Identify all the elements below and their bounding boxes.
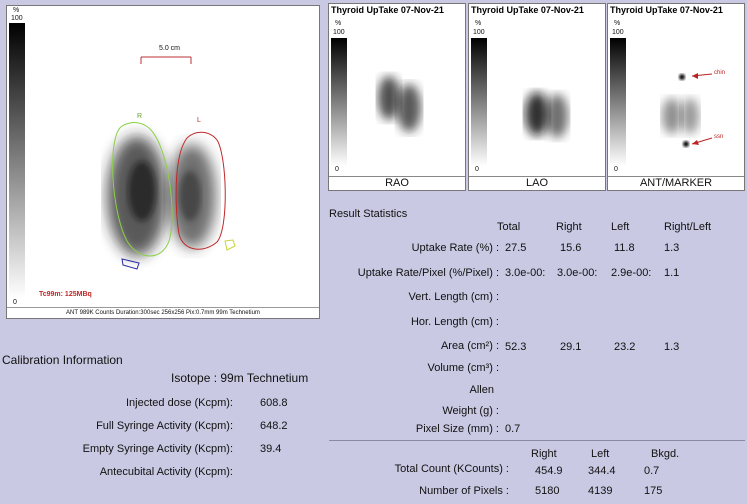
view-label: LAO	[469, 176, 605, 190]
uptake-pixel-left: 2.9e-00:	[611, 267, 652, 279]
row-label-hor-length: Hor. Length (cm) :	[410, 316, 499, 328]
row-label-total-count: Total Count (KCounts) :	[394, 463, 509, 475]
left-marker-label: L	[197, 117, 201, 124]
scale-unit-label: %	[335, 20, 342, 27]
row-label-uptake-per-pixel: Uptake Rate/Pixel (%/Pixel) :	[357, 267, 499, 279]
col-header-ratio: Right/Left	[664, 221, 712, 233]
chin-marker-label: chin	[714, 70, 726, 76]
result-statistics-heading: Result Statistics	[329, 208, 408, 220]
scale-unit-label: %	[475, 20, 482, 27]
total-count-left: 344.4	[588, 465, 616, 477]
pixels-left: 4139	[588, 485, 613, 497]
view-panel-ant-marker[interactable]: Thyroid UpTake 07-Nov-21 % 100 0 chin ss…	[607, 3, 745, 191]
scale-max-label: 100	[612, 29, 624, 36]
uptake-ratio: 1.3	[664, 242, 680, 254]
total-count-right: 454.9	[535, 465, 563, 477]
intensity-scale-bar	[9, 23, 25, 298]
cal-label-antecubital: Antecubital Activity (Kcpm):	[99, 466, 233, 478]
row-label-area: Area (cm²) :	[440, 340, 499, 352]
scale-max-label: 100	[11, 15, 23, 22]
view-panel-lao[interactable]: Thyroid UpTake 07-Nov-21 % 100 0 LAO	[468, 3, 606, 191]
scale-unit-label: %	[614, 20, 621, 27]
right-lobe-roi	[112, 122, 173, 257]
row-label-number-of-pixels: Number of Pixels :	[419, 485, 509, 497]
uptake-total: 27.5	[505, 242, 527, 254]
pixels-bkgd: 175	[644, 485, 663, 497]
view-title: Thyroid UpTake 07-Nov-21	[331, 5, 444, 15]
intensity-scale-bar	[610, 38, 626, 166]
thyroid-scan-image	[107, 56, 236, 270]
view-title: Thyroid UpTake 07-Nov-21	[471, 5, 584, 15]
row-label-uptake-rate: Uptake Rate (%) :	[411, 242, 499, 254]
scale-max-label: 100	[333, 29, 345, 36]
total-count-bkgd: 0.7	[644, 465, 660, 477]
col-header-right: Right	[556, 221, 582, 233]
isotope-dose-label: Tc99m: 125MBq	[39, 291, 92, 298]
view-panel-rao[interactable]: Thyroid UpTake 07-Nov-21 % 100 0 RAO	[328, 3, 466, 191]
background-roi-small	[224, 239, 236, 251]
area-ratio: 1.3	[664, 341, 680, 353]
scale-min-label: 0	[13, 299, 17, 306]
cal-value-injected-dose: 608.8	[260, 397, 288, 409]
main-scan-panel[interactable]: % 100 0 5.0 cm R L Tc99m: 125MBq ANT 989…	[6, 5, 320, 319]
ruler-label: 5.0 cm	[159, 45, 181, 52]
row-label-volume: Volume (cm³) :	[427, 362, 499, 374]
uptake-right: 15.6	[560, 242, 582, 254]
pixel-size-value: 0.7	[505, 423, 521, 435]
cal-label-full-syringe: Full Syringe Activity (Kcpm):	[96, 420, 233, 432]
area-left: 23.2	[614, 341, 636, 353]
row-label-vert-length: Vert. Length (cm) :	[408, 291, 499, 303]
view-label: RAO	[329, 176, 465, 190]
scan-footer: ANT 989K Counts Duration:300sec 256x256 …	[7, 307, 319, 318]
count-col-bkgd: Bkgd.	[651, 448, 680, 460]
pixels-right: 5180	[535, 485, 560, 497]
uptake-pixel-ratio: 1.1	[664, 267, 680, 279]
cal-label-empty-syringe: Empty Syringe Activity (Kcpm):	[82, 443, 233, 455]
area-right: 29.1	[560, 341, 582, 353]
intensity-scale-bar	[331, 38, 347, 166]
uptake-pixel-total: 3.0e-00:	[505, 267, 546, 279]
count-col-right: Right	[531, 448, 557, 460]
col-header-total: Total	[497, 221, 521, 233]
lao-scan-image	[525, 92, 568, 138]
background-roi	[121, 258, 140, 270]
ssn-marker-label: ssn	[714, 134, 724, 140]
right-marker-label: R	[137, 113, 143, 120]
scale-min-label: 0	[614, 166, 618, 173]
row-label-pixel-size: Pixel Size (mm) :	[415, 423, 499, 435]
uptake-pixel-right: 3.0e-00:	[557, 267, 598, 279]
view-label: ANT/MARKER	[608, 176, 744, 190]
rao-scan-image	[378, 76, 421, 132]
scale-min-label: 0	[475, 166, 479, 173]
col-header-left: Left	[611, 221, 630, 233]
cal-label-injected-dose: Injected dose (Kcpm):	[126, 397, 233, 409]
intensity-scale-bar	[471, 38, 487, 166]
cal-value-full-syringe: 648.2	[260, 420, 288, 432]
cal-value-empty-syringe: 39.4	[260, 443, 282, 455]
uptake-left: 11.8	[614, 242, 635, 254]
scale-max-label: 100	[473, 29, 485, 36]
section-divider	[329, 440, 745, 441]
scan-footer-text: ANT 989K Counts Duration:300sec 256x256 …	[66, 310, 260, 316]
ssn-marker-dot	[683, 141, 689, 147]
row-label-allen: Allen	[469, 384, 494, 396]
scale-unit-label: %	[13, 7, 20, 14]
scale-min-label: 0	[335, 166, 339, 173]
view-title: Thyroid UpTake 07-Nov-21	[610, 5, 723, 15]
area-total: 52.3	[505, 341, 527, 353]
count-col-left: Left	[591, 448, 610, 460]
row-label-weight: Weight (g) :	[442, 405, 499, 417]
calibration-heading: Calibration Information	[2, 353, 123, 367]
left-lobe-roi	[175, 131, 226, 250]
chin-marker-dot	[679, 74, 685, 80]
ant-marker-scan-image	[662, 73, 713, 147]
calibration-isotope: Isotope : 99m Technetium	[171, 371, 309, 385]
